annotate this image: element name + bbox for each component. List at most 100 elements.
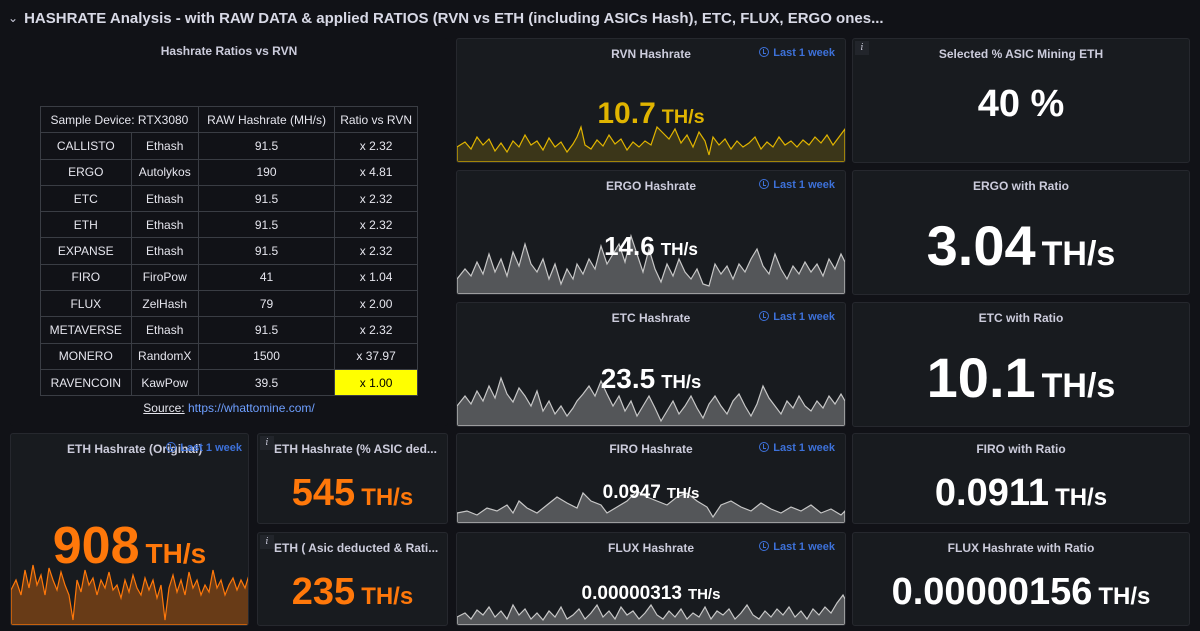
flux-sparkline-area	[457, 593, 845, 625]
eth-asic-ratio-panel[interactable]: i ETH ( Asic deducted & Rati... 235 TH/s	[257, 532, 448, 626]
table-header-row: Sample Device: RTX3080 RAW Hashrate (MH/…	[40, 105, 418, 134]
source-line: Source: https://whattomine.com/	[40, 401, 418, 415]
ergo-value: 14.6 TH/s	[604, 231, 698, 261]
panel-title: ETH ( Asic deducted & Rati...	[274, 541, 439, 555]
clock-icon	[166, 442, 177, 452]
panel-title: RVN Hashrate	[611, 47, 691, 61]
time-range-badge[interactable]: Last 1 week	[759, 47, 835, 59]
cell-raw: 190	[197, 158, 336, 186]
cell-raw: 91.5	[197, 211, 336, 239]
time-range-badge[interactable]: Last 1 week	[759, 311, 835, 323]
table-row: ETC Ethash 91.5 x 2.32	[40, 184, 418, 213]
eth-sparkline	[11, 564, 248, 625]
firo-ratio-panel[interactable]: FIRO with Ratio 0.0911 TH/s	[852, 433, 1190, 524]
cell-raw: 91.5	[197, 237, 336, 265]
cell-ratio: x 2.32	[334, 237, 418, 265]
cell-raw: 1500	[197, 342, 336, 370]
cell-raw: 41	[197, 263, 336, 292]
cell-raw: 91.5	[197, 184, 336, 213]
table-row: MONERO RandomX 1500 x 37.97	[40, 342, 418, 370]
cell-coin: EXPANSE	[40, 237, 132, 265]
flux-sparkline	[457, 593, 845, 625]
cell-coin: MONERO	[40, 342, 132, 370]
info-icon[interactable]: i	[855, 41, 869, 55]
table-row: FIRO FiroPow 41 x 1.04	[40, 263, 418, 292]
table-row: FLUX ZelHash 79 x 2.00	[40, 290, 418, 318]
etc-hashrate-panel[interactable]: ETC Hashrate Last 1 week 23.5 TH/s	[456, 302, 846, 427]
table-row: EXPANSE Ethash 91.5 x 2.32	[40, 237, 418, 265]
panel-title: FLUX Hashrate	[607, 541, 695, 555]
source-link[interactable]: https://whattomine.com/	[187, 401, 315, 415]
eth-asic-deducted-panel[interactable]: i ETH Hashrate (% ASIC ded... 545 TH/s	[257, 433, 448, 524]
panel-title: FIRO with Ratio	[976, 442, 1066, 456]
info-icon[interactable]: i	[260, 535, 274, 549]
eth-hashrate-panel[interactable]: ETH Hashrate (Original) Last 1 week 908 T…	[10, 433, 249, 626]
etc-ratio-panel[interactable]: ETC with Ratio 10.1 TH/s	[852, 302, 1190, 427]
cell-ratio: x 1.00	[334, 368, 418, 397]
eth-sparkline-area	[11, 564, 248, 625]
firo-sparkline	[457, 490, 845, 523]
cell-algo: Ethash	[130, 132, 199, 160]
info-icon[interactable]: i	[260, 436, 274, 450]
cell-coin: METAVERSE	[40, 316, 132, 344]
eth-value: 908 TH/s	[52, 517, 207, 575]
flux-value: 0.00000313 TH/s	[581, 583, 721, 604]
cell-algo: Ethash	[130, 316, 199, 344]
cell-raw: 91.5	[197, 316, 336, 344]
time-range-badge[interactable]: Last 1 week	[759, 442, 835, 454]
cell-ratio: x 2.32	[334, 132, 418, 160]
rvn-value: 10.7 TH/s	[597, 97, 705, 130]
cell-ratio: x 4.81	[334, 158, 418, 186]
cell-algo: Ethash	[130, 211, 199, 239]
cell-coin: ERGO	[40, 158, 132, 186]
ergo-sparkline	[457, 233, 845, 294]
chevron-down-icon[interactable]: ⌄	[8, 11, 19, 25]
clock-icon	[759, 179, 770, 189]
cell-algo: RandomX	[130, 342, 199, 370]
rvn-hashrate-panel[interactable]: RVN Hashrate Last 1 week 10.7 TH/s	[456, 38, 846, 163]
table-row: RAVENCOIN KawPow 39.5 x 1.00	[40, 368, 418, 397]
flux-hashrate-panel[interactable]: FLUX Hashrate Last 1 week 0.00000313 TH/s	[456, 532, 846, 626]
table-row: ERGO Autolykos 190 x 4.81	[40, 158, 418, 186]
firo-value: 0.0947 TH/s	[602, 482, 700, 503]
ergo-sparkline-area	[457, 233, 845, 294]
flux-ratio-panel[interactable]: FLUX Hashrate with Ratio 0.00000156 TH/s	[852, 532, 1190, 626]
ergo-ratio-value: 3.04 TH/s	[926, 214, 1116, 277]
row-title: HASHRATE Analysis - with RAW DATA & appl…	[24, 9, 884, 27]
ratios-table-title: Hashrate Ratios vs RVN	[160, 44, 298, 58]
firo-sparkline-area	[457, 490, 845, 523]
cell-coin: FLUX	[40, 290, 132, 318]
etc-ratio-value: 10.1 TH/s	[926, 346, 1116, 409]
panel-title: FLUX Hashrate with Ratio	[947, 541, 1095, 555]
cell-raw: 79	[197, 290, 336, 318]
time-range-badge[interactable]: Last 1 week	[166, 442, 242, 454]
table-row: ETH Ethash 91.5 x 2.32	[40, 211, 418, 239]
cell-coin: RAVENCOIN	[40, 368, 132, 397]
panel-title: FIRO Hashrate	[609, 442, 693, 456]
cell-coin: ETH	[40, 211, 132, 239]
column-header-device: Sample Device: RTX3080	[40, 105, 199, 134]
firo-hashrate-panel[interactable]: FIRO Hashrate Last 1 week 0.0947 TH/s	[456, 433, 846, 524]
column-header-raw: RAW Hashrate (MH/s)	[197, 105, 336, 134]
asic-percent-panel[interactable]: i Selected % ASIC Mining ETH 40 %	[852, 38, 1190, 163]
rvn-sparkline	[457, 124, 845, 162]
cell-raw: 91.5	[197, 132, 336, 160]
etc-value: 23.5 TH/s	[600, 363, 702, 394]
ergo-ratio-panel[interactable]: ERGO with Ratio 3.04 TH/s	[852, 170, 1190, 295]
panel-title: Selected % ASIC Mining ETH	[938, 47, 1104, 61]
etc-sparkline	[457, 376, 845, 426]
clock-icon	[759, 47, 770, 57]
cell-algo: FiroPow	[130, 263, 199, 292]
cell-algo: Ethash	[130, 237, 199, 265]
cell-ratio: x 2.32	[334, 184, 418, 213]
table-row: CALLISTO Ethash 91.5 x 2.32	[40, 132, 418, 160]
table-row: METAVERSE Ethash 91.5 x 2.32	[40, 316, 418, 344]
time-range-badge[interactable]: Last 1 week	[759, 541, 835, 553]
cell-algo: ZelHash	[130, 290, 199, 318]
eth-asic-ratio-value: 235 TH/s	[291, 571, 414, 613]
row-header[interactable]: ⌄ HASHRATE Analysis - with RAW DATA & ap…	[0, 0, 1200, 36]
column-header-ratio: Ratio vs RVN	[334, 105, 418, 134]
time-range-badge[interactable]: Last 1 week	[759, 179, 835, 191]
ergo-hashrate-panel[interactable]: ERGO Hashrate Last 1 week 14.6 TH/s	[456, 170, 846, 295]
cell-coin: FIRO	[40, 263, 132, 292]
